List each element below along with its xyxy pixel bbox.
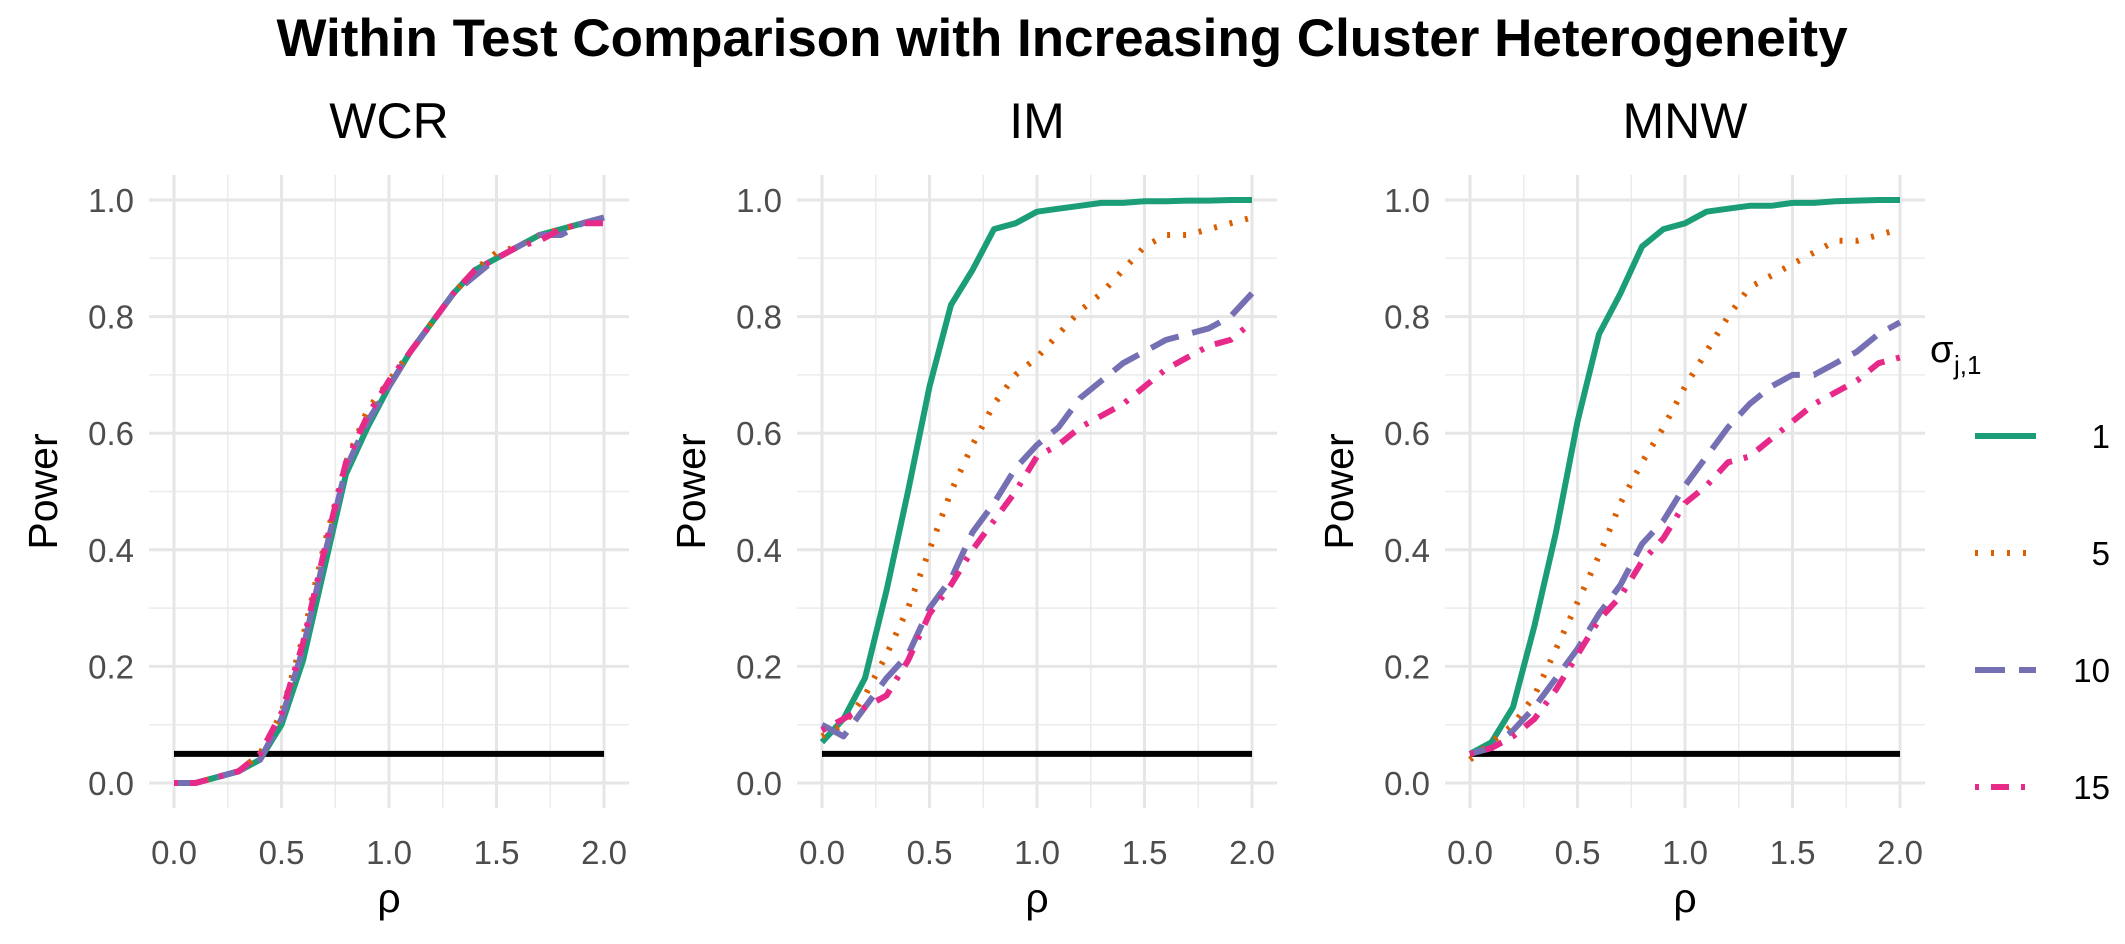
x-tick-label: 1.0 — [1662, 834, 1708, 871]
panel-wcr: WCR 0.0 0.2 0.4 0.6 0.8 1.0 0.0 0.5 1.0 1.5 2.0 ρ Pow… — [20, 93, 629, 921]
x-tick-label: 2.0 — [581, 834, 627, 871]
major-grid — [797, 175, 1277, 808]
x-tick-label: 0.0 — [799, 834, 845, 871]
legend-title-subscript: j,1 — [1953, 350, 1981, 380]
series-line-10 — [1469, 319, 1902, 757]
legend-label: 10 — [2073, 652, 2110, 689]
series-line-10 — [820, 291, 1255, 740]
x-tick-label: 0.0 — [151, 834, 197, 871]
y-tick-label: 0.8 — [1384, 299, 1430, 336]
x-tick-label: 1.5 — [1122, 834, 1168, 871]
series-line-10 — [174, 214, 605, 786]
x-tick-label: 1.0 — [1014, 834, 1060, 871]
chart-title: Within Test Comparison with Increasing C… — [276, 9, 1848, 68]
panel-im: IM 0.0 0.2 0.4 0.6 0.8 1.0 0.0 0.5 1.0 1.5 2.0 ρ Powe… — [668, 93, 1277, 921]
legend-label: 1 — [2092, 418, 2110, 455]
y-tick-label: 0.6 — [736, 415, 782, 452]
y-tick-label: 0.2 — [736, 648, 782, 685]
x-axis-title: ρ — [1025, 875, 1048, 921]
x-axis-title: ρ — [377, 875, 400, 921]
y-tick-label: 1.0 — [1384, 182, 1430, 219]
y-tick-label: 0.2 — [1384, 648, 1430, 685]
y-tick-label: 0.0 — [88, 765, 134, 802]
y-tick-label: 0.8 — [736, 299, 782, 336]
x-tick-label: 1.0 — [366, 834, 412, 871]
x-tick-label: 0.5 — [907, 834, 953, 871]
series-line-15 — [820, 320, 1254, 734]
series-line-1 — [819, 197, 1252, 745]
major-grid — [149, 175, 629, 808]
y-tick-label: 1.0 — [736, 182, 782, 219]
y-tick-label: 0.6 — [88, 415, 134, 452]
y-axis-title: Power — [1316, 433, 1362, 549]
legend-label: 15 — [2073, 769, 2110, 806]
y-tick-label: 0.0 — [1384, 765, 1430, 802]
x-tick-label: 2.0 — [1229, 834, 1275, 871]
y-tick-label: 0.8 — [88, 299, 134, 336]
legend-title: σ — [1930, 329, 1953, 371]
panel-title: MNW — [1623, 93, 1749, 149]
y-tick-label: 0.4 — [736, 532, 782, 569]
x-tick-label: 2.0 — [1877, 834, 1923, 871]
panel-mnw: MNW 0.0 0.2 0.4 0.6 0.8 1.0 0.0 0.5 1.0 1.5 2.0 ρ Pow… — [1316, 93, 1925, 921]
y-tick-label: 0.0 — [736, 765, 782, 802]
y-axis-title: Power — [20, 433, 66, 549]
x-tick-label: 1.5 — [1770, 834, 1816, 871]
panel-title: IM — [1009, 93, 1065, 149]
y-tick-label: 0.2 — [88, 648, 134, 685]
y-tick-label: 1.0 — [88, 182, 134, 219]
x-axis-title: ρ — [1673, 875, 1696, 921]
x-tick-label: 1.5 — [474, 834, 520, 871]
y-axis-title: Power — [668, 433, 714, 549]
y-tick-label: 0.4 — [1384, 532, 1430, 569]
x-tick-label: 0.0 — [1447, 834, 1493, 871]
legend-label: 5 — [2092, 535, 2110, 572]
series-line-1 — [1468, 197, 1900, 757]
y-tick-label: 0.6 — [1384, 415, 1430, 452]
series-line-15 — [1469, 354, 1901, 757]
series-line-15 — [174, 220, 604, 786]
x-tick-label: 0.5 — [1555, 834, 1601, 871]
y-tick-label: 0.4 — [88, 532, 134, 569]
x-tick-label: 0.5 — [259, 834, 305, 871]
panel-title: WCR — [329, 93, 448, 149]
